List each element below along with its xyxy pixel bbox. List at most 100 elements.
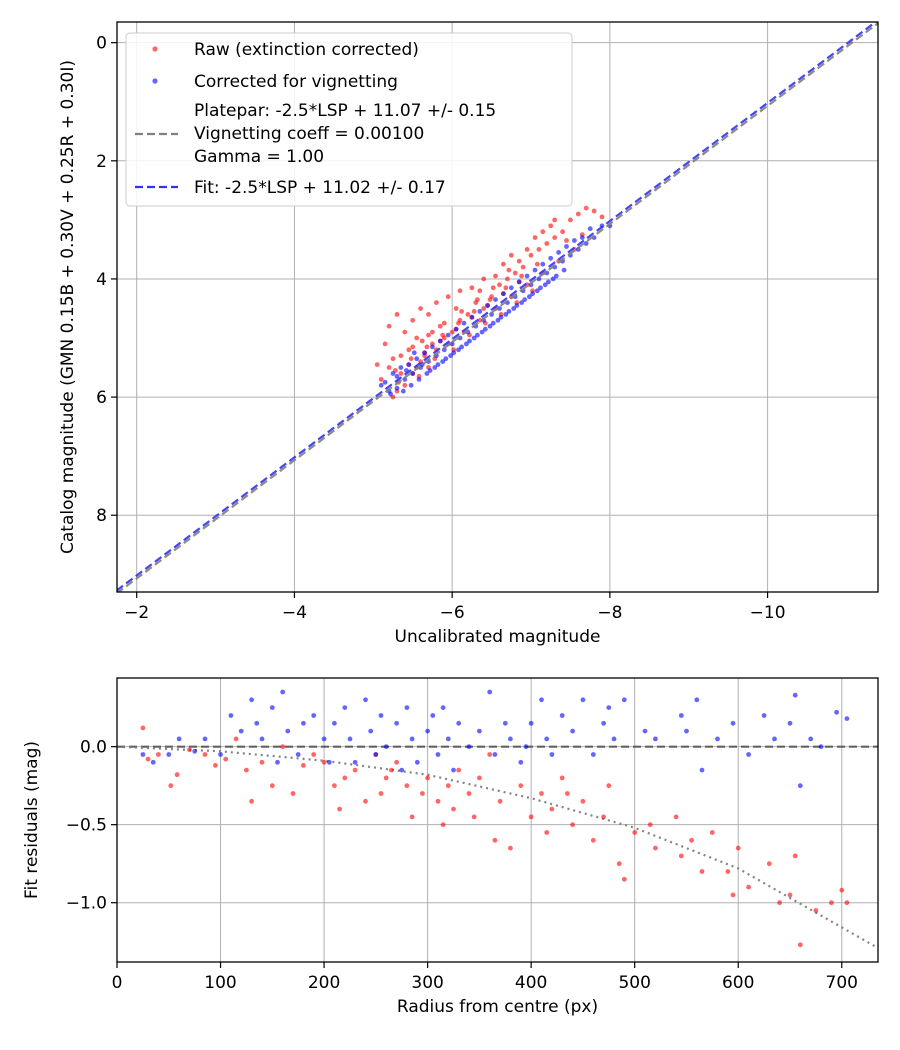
x-tick-label: 700 [826, 973, 858, 993]
data-point [477, 288, 483, 294]
data-point [621, 697, 627, 703]
data-point [280, 744, 286, 750]
y-axis-label: Fit residuals (mag) [22, 741, 42, 899]
data-point [808, 736, 814, 742]
data-point [435, 798, 441, 804]
data-point [497, 282, 502, 288]
data-point [466, 744, 472, 750]
data-point [402, 382, 408, 388]
data-point [524, 247, 530, 252]
data-point [616, 861, 622, 867]
x-tick-label: −8 [597, 603, 622, 623]
data-point [506, 309, 512, 314]
data-point [471, 814, 477, 820]
data-point [564, 244, 569, 249]
data-point [544, 830, 550, 835]
data-point [383, 775, 389, 781]
x-axis-label: Uncalibrated magnitude [395, 627, 601, 647]
data-point [414, 335, 420, 341]
x-tick-label: 0 [112, 973, 123, 993]
data-point [168, 783, 174, 789]
data-point [539, 791, 544, 796]
data-point [579, 235, 585, 241]
data-point [187, 747, 192, 753]
data-point [332, 783, 337, 789]
data-point [400, 388, 406, 394]
data-point [601, 814, 606, 820]
data-point [461, 320, 467, 326]
data-point [552, 235, 558, 241]
data-point [519, 300, 524, 305]
data-point [552, 217, 558, 223]
axes-frame [116, 677, 879, 963]
data-point [797, 942, 803, 948]
legend-label: Raw (extinction corrected) [194, 40, 419, 60]
data-point [818, 744, 824, 750]
data-point [534, 261, 540, 267]
data-point [259, 736, 265, 742]
data-point [642, 728, 648, 734]
x-tick-label: 400 [515, 973, 547, 993]
ticks [111, 746, 843, 968]
data-point [409, 736, 415, 742]
data-point [530, 291, 535, 297]
data-point [424, 371, 430, 376]
data-point [479, 329, 485, 335]
data-point [466, 791, 472, 796]
data-point [599, 214, 605, 220]
data-point [290, 791, 296, 796]
data-point [202, 752, 208, 757]
data-point [493, 297, 498, 302]
data-point [522, 297, 528, 302]
data-point [653, 736, 658, 742]
data-point [145, 756, 151, 762]
data-point [406, 362, 412, 367]
x-tick-label: −6 [440, 603, 465, 623]
data-point [523, 744, 529, 750]
data-point [553, 273, 559, 279]
y-tick-label: 8 [96, 506, 107, 526]
data-point [456, 347, 461, 353]
data-point [342, 775, 348, 781]
data-point [777, 900, 782, 906]
legend-label: Fit: -2.5*LSP + 11.02 +/- 0.17 [194, 178, 446, 198]
data-point [489, 312, 494, 317]
data-point [490, 320, 496, 326]
grid [116, 678, 878, 962]
data-point [451, 806, 456, 812]
data-point [502, 720, 508, 726]
data-point [166, 752, 172, 757]
data-point [425, 728, 430, 734]
data-point [467, 338, 472, 344]
x-tick-label: 300 [411, 973, 443, 993]
data-point [506, 267, 512, 273]
data-point [456, 720, 462, 726]
data-point [285, 728, 291, 734]
data-point [792, 853, 798, 859]
data-point [440, 822, 446, 828]
data-point [457, 288, 463, 294]
data-point [787, 720, 793, 726]
data-point [699, 767, 705, 773]
data-point [394, 720, 399, 726]
data-point [528, 720, 534, 726]
data-point [269, 705, 275, 710]
data-point [591, 208, 597, 214]
data-point [427, 368, 433, 373]
data-point [394, 385, 400, 391]
data-point [559, 775, 565, 781]
data-point [508, 845, 513, 851]
data-point [449, 341, 455, 347]
data-point [481, 306, 487, 311]
data-point [575, 247, 581, 252]
data-point [383, 744, 389, 750]
data-point [514, 303, 520, 308]
legend-marker-dot [152, 78, 158, 84]
data-point [587, 226, 593, 232]
data-point [532, 235, 538, 241]
data-point [548, 223, 554, 229]
data-point [445, 332, 451, 338]
series-corrected-residuals [140, 689, 850, 789]
legend-label: Corrected for vignetting [194, 72, 398, 92]
